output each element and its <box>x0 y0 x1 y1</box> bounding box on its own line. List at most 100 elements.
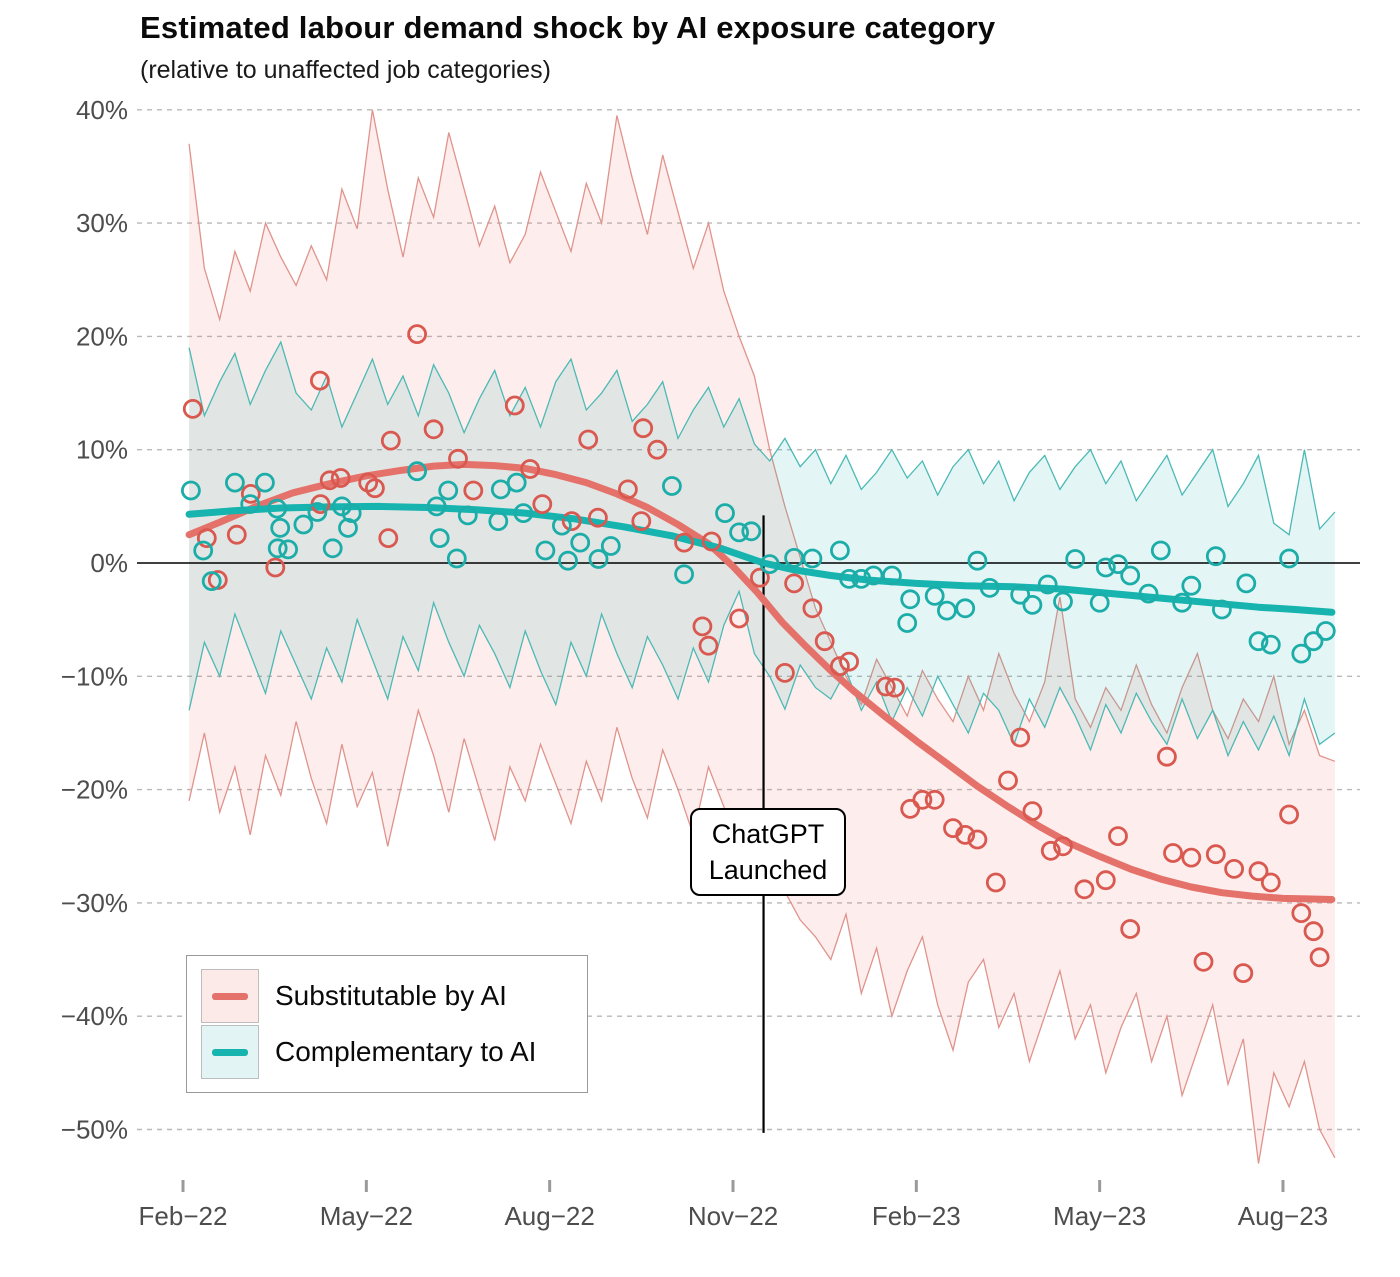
data-point <box>1053 591 1073 612</box>
x-tick-label: Feb−22 <box>139 1201 228 1231</box>
data-point <box>839 651 859 672</box>
data-point <box>1138 583 1159 604</box>
legend-item-substitutable: Substitutable by AI <box>201 968 587 1024</box>
data-point <box>1181 575 1202 596</box>
data-point <box>180 480 201 501</box>
data-point <box>802 548 823 569</box>
data-point <box>438 480 459 501</box>
data-point <box>729 522 749 543</box>
legend-item-complementary: Complementary to AI <box>201 1024 587 1080</box>
data-point <box>1260 872 1281 893</box>
y-tick-label: 20% <box>76 321 128 351</box>
data-point <box>1037 574 1058 595</box>
y-tick-label: 30% <box>76 208 128 238</box>
y-tick-label: 0% <box>90 548 128 578</box>
scatter-complementary <box>180 461 1336 664</box>
data-point <box>429 528 450 548</box>
data-point <box>1205 546 1226 567</box>
data-point <box>330 468 351 488</box>
data-point <box>631 511 652 531</box>
data-point <box>897 613 918 633</box>
data-point <box>552 515 572 536</box>
data-point <box>1022 801 1043 821</box>
data-point <box>270 518 291 538</box>
data-point <box>1157 746 1177 767</box>
data-point <box>322 538 343 559</box>
band-upper-edge <box>188 109 1336 762</box>
page-title: Estimated labour demand shock by AI expo… <box>140 10 996 45</box>
band-upper-edge <box>188 340 1336 536</box>
data-point <box>1248 861 1269 882</box>
scatter-substitutable <box>182 324 1330 983</box>
data-point <box>924 789 945 810</box>
data-point <box>979 578 1000 598</box>
data-point <box>1095 870 1116 891</box>
data-point <box>506 472 527 493</box>
data-point <box>1120 919 1141 939</box>
data-point <box>692 616 713 637</box>
legend-label-substitutable: Substitutable by AI <box>275 980 507 1011</box>
data-point <box>1010 727 1031 748</box>
data-point <box>814 631 835 652</box>
x-tick-label: May−23 <box>1053 1201 1146 1231</box>
annotation-line1: ChatGPT <box>711 819 825 849</box>
data-point <box>1053 836 1073 857</box>
legend-key-substitutable-icon <box>201 969 259 1023</box>
data-point <box>407 461 428 482</box>
data-point <box>426 496 447 517</box>
x-tick-label: May−22 <box>320 1201 413 1231</box>
data-point <box>729 608 749 629</box>
data-point <box>504 395 525 416</box>
data-point <box>985 872 1006 893</box>
data-point <box>1279 548 1299 569</box>
y-tick-label: 40% <box>76 95 128 125</box>
data-point <box>674 564 694 585</box>
data-point <box>578 429 599 450</box>
x-tick-label: Aug−23 <box>1238 1201 1328 1231</box>
data-point <box>278 539 299 560</box>
data-point <box>1193 951 1214 972</box>
data-point <box>1095 557 1116 578</box>
data-point <box>182 398 203 419</box>
substitutable-line-swatch <box>212 992 248 1000</box>
data-point <box>1303 921 1324 942</box>
data-point <box>490 479 511 500</box>
data-point <box>1291 643 1312 664</box>
data-point <box>331 496 352 517</box>
data-point <box>830 540 850 561</box>
data-point <box>588 507 608 528</box>
data-point <box>407 324 428 345</box>
data-point <box>201 571 222 591</box>
data-point <box>759 554 780 574</box>
data-point <box>924 586 945 606</box>
data-point <box>698 635 719 656</box>
data-point <box>1108 826 1128 846</box>
trend-substitutable <box>185 460 1336 903</box>
data-point <box>955 825 976 845</box>
data-point <box>647 439 668 460</box>
data-point <box>588 549 609 569</box>
data-point <box>224 472 245 493</box>
data-point <box>488 511 509 531</box>
data-point <box>513 503 534 523</box>
data-point <box>998 770 1018 791</box>
data-point <box>618 479 638 500</box>
data-point <box>937 600 957 621</box>
data-point <box>1224 859 1244 879</box>
y-tick-label: −20% <box>61 775 128 805</box>
data-point <box>520 459 540 479</box>
data-point <box>912 789 933 810</box>
chatgpt-annotation: ChatGPT Launched <box>690 808 846 896</box>
data-point <box>1040 840 1061 861</box>
data-point <box>784 573 804 594</box>
data-point <box>558 550 578 571</box>
data-point <box>741 521 762 542</box>
data-point <box>532 494 553 515</box>
data-point <box>254 472 275 493</box>
data-point <box>267 538 288 559</box>
data-point <box>265 557 286 578</box>
data-point <box>885 677 905 698</box>
data-point <box>240 483 261 504</box>
data-point <box>193 540 214 561</box>
data-point <box>448 448 468 469</box>
